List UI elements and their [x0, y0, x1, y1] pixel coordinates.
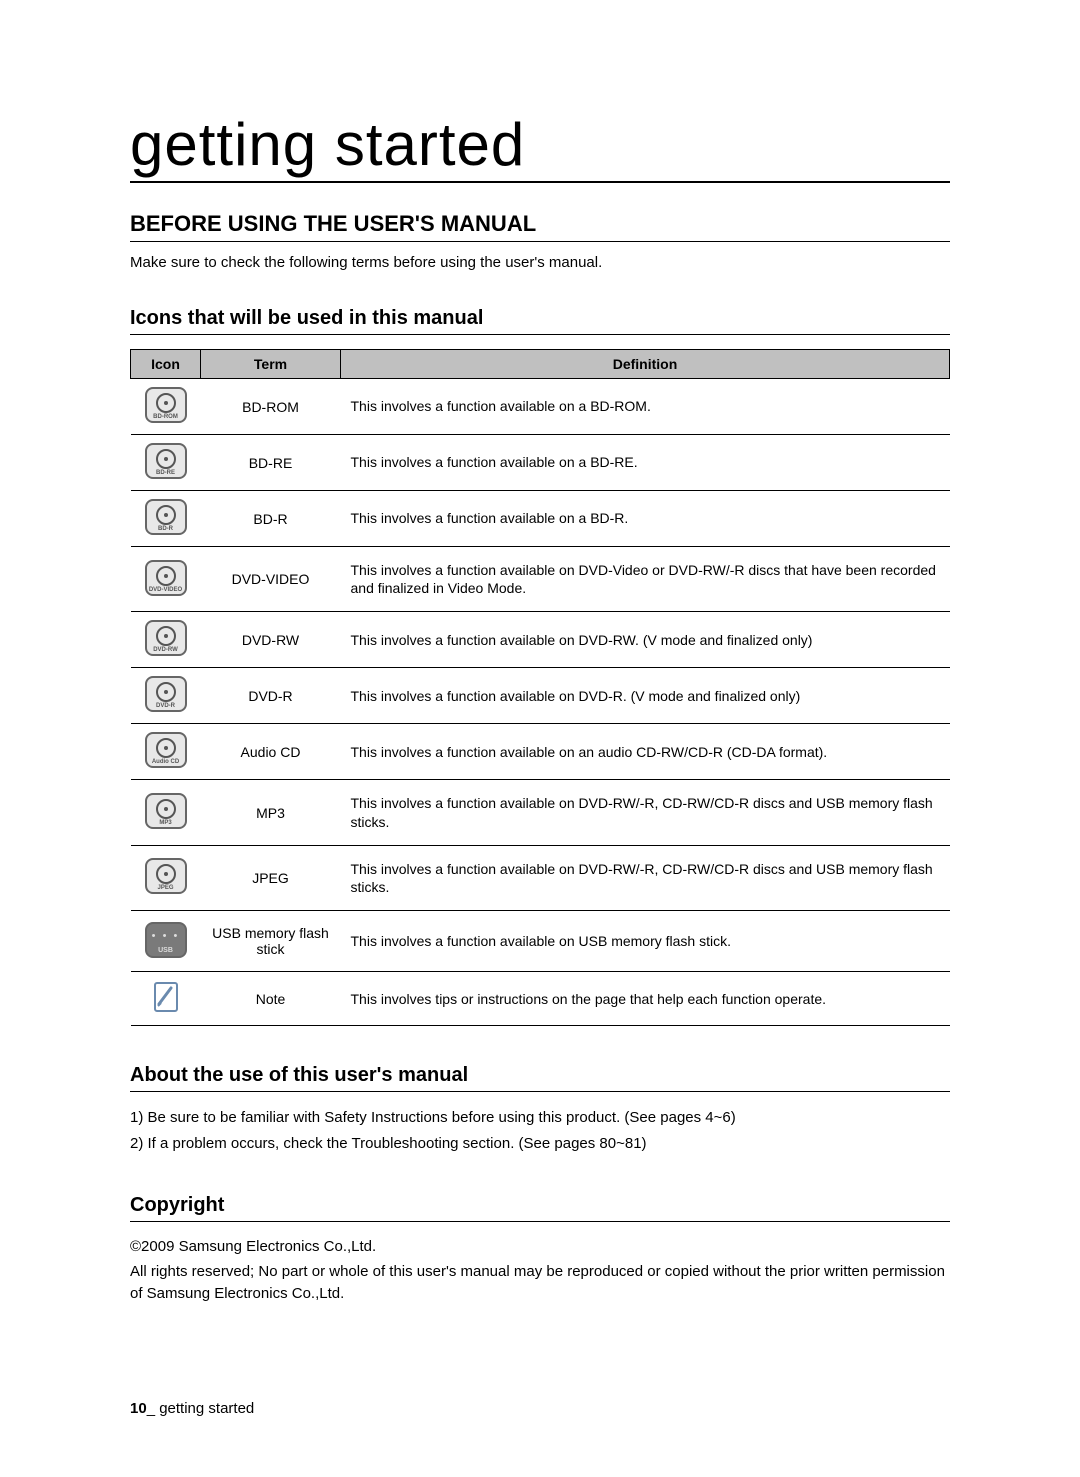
section-heading-before-using: BEFORE USING THE USER'S MANUAL — [130, 211, 950, 242]
about-list: 1) Be sure to be familiar with Safety In… — [130, 1106, 950, 1156]
term-cell: BD-ROM — [201, 379, 341, 435]
table-row: BD-RBD-RThis involves a function availab… — [131, 491, 950, 547]
footer-label: getting started — [155, 1400, 254, 1417]
copyright-line: All rights reserved; No part or whole of… — [130, 1261, 950, 1306]
icons-table: Icon Term Definition BD-ROMBD-ROMThis in… — [130, 349, 950, 1026]
definition-cell: This involves a function available on US… — [341, 911, 950, 972]
icon-cell: DVD-VIDEO — [131, 547, 201, 612]
definition-cell: This involves a function available on DV… — [341, 612, 950, 668]
definition-cell: This involves a function available on a … — [341, 379, 950, 435]
page-title: getting started — [130, 110, 950, 183]
table-row: JPEGJPEGThis involves a function availab… — [131, 845, 950, 910]
note-icon — [149, 980, 183, 1014]
table-header-definition: Definition — [341, 350, 950, 379]
icon-cell: JPEG — [131, 845, 201, 910]
footer-separator: _ — [147, 1400, 155, 1417]
table-row: Audio CDAudio CDThis involves a function… — [131, 724, 950, 780]
definition-cell: This involves a function available on a … — [341, 435, 950, 491]
term-cell: BD-RE — [201, 435, 341, 491]
disc-icon: DVD-R — [145, 676, 187, 712]
subsection-copyright-title: Copyright — [130, 1194, 950, 1222]
icon-cell: BD-RE — [131, 435, 201, 491]
disc-icon: BD-R — [145, 499, 187, 535]
subsection-icons-title: Icons that will be used in this manual — [130, 307, 950, 335]
disc-icon: BD-ROM — [145, 387, 187, 423]
term-cell: Note — [201, 972, 341, 1026]
disc-icon: JPEG — [145, 858, 187, 894]
about-item: 1) Be sure to be familiar with Safety In… — [130, 1106, 950, 1130]
icon-cell: DVD-R — [131, 668, 201, 724]
icon-cell — [131, 972, 201, 1026]
definition-cell: This involves tips or instructions on th… — [341, 972, 950, 1026]
icon-cell: BD-R — [131, 491, 201, 547]
icon-cell: MP3 — [131, 780, 201, 845]
table-row: DVD-RDVD-RThis involves a function avail… — [131, 668, 950, 724]
table-row: DVD-RWDVD-RWThis involves a function ava… — [131, 612, 950, 668]
page-footer: 10_ getting started — [130, 1400, 254, 1417]
icon-cell: DVD-RW — [131, 612, 201, 668]
definition-cell: This involves a function available on DV… — [341, 668, 950, 724]
copyright-line: ©2009 Samsung Electronics Co.,Ltd. — [130, 1236, 950, 1259]
about-item: 2) If a problem occurs, check the Troubl… — [130, 1132, 950, 1156]
definition-cell: This involves a function available on DV… — [341, 780, 950, 845]
disc-icon: DVD-VIDEO — [145, 560, 187, 596]
term-cell: DVD-R — [201, 668, 341, 724]
copyright-text: ©2009 Samsung Electronics Co.,Ltd. All r… — [130, 1236, 950, 1306]
usb-icon: • • •USB — [145, 922, 187, 958]
table-row: BD-REBD-REThis involves a function avail… — [131, 435, 950, 491]
definition-cell: This involves a function available on DV… — [341, 547, 950, 612]
page-number: 10 — [130, 1400, 147, 1417]
disc-icon: DVD-RW — [145, 620, 187, 656]
table-header-icon: Icon — [131, 350, 201, 379]
disc-icon: MP3 — [145, 793, 187, 829]
disc-icon: Audio CD — [145, 732, 187, 768]
section-intro: Make sure to check the following terms b… — [130, 254, 950, 271]
disc-icon: BD-RE — [145, 443, 187, 479]
table-header-term: Term — [201, 350, 341, 379]
term-cell: USB memory flash stick — [201, 911, 341, 972]
table-row: DVD-VIDEODVD-VIDEOThis involves a functi… — [131, 547, 950, 612]
term-cell: DVD-VIDEO — [201, 547, 341, 612]
table-row: • • •USB USB memory flash stickThis invol… — [131, 911, 950, 972]
term-cell: JPEG — [201, 845, 341, 910]
subsection-about-title: About the use of this user's manual — [130, 1064, 950, 1092]
term-cell: BD-R — [201, 491, 341, 547]
definition-cell: This involves a function available on an… — [341, 724, 950, 780]
table-row: NoteThis involves tips or instructions o… — [131, 972, 950, 1026]
icon-cell: Audio CD — [131, 724, 201, 780]
term-cell: Audio CD — [201, 724, 341, 780]
table-row: MP3MP3This involves a function available… — [131, 780, 950, 845]
term-cell: DVD-RW — [201, 612, 341, 668]
definition-cell: This involves a function available on DV… — [341, 845, 950, 910]
icon-cell: • • •USB — [131, 911, 201, 972]
definition-cell: This involves a function available on a … — [341, 491, 950, 547]
table-row: BD-ROMBD-ROMThis involves a function ava… — [131, 379, 950, 435]
term-cell: MP3 — [201, 780, 341, 845]
icon-cell: BD-ROM — [131, 379, 201, 435]
